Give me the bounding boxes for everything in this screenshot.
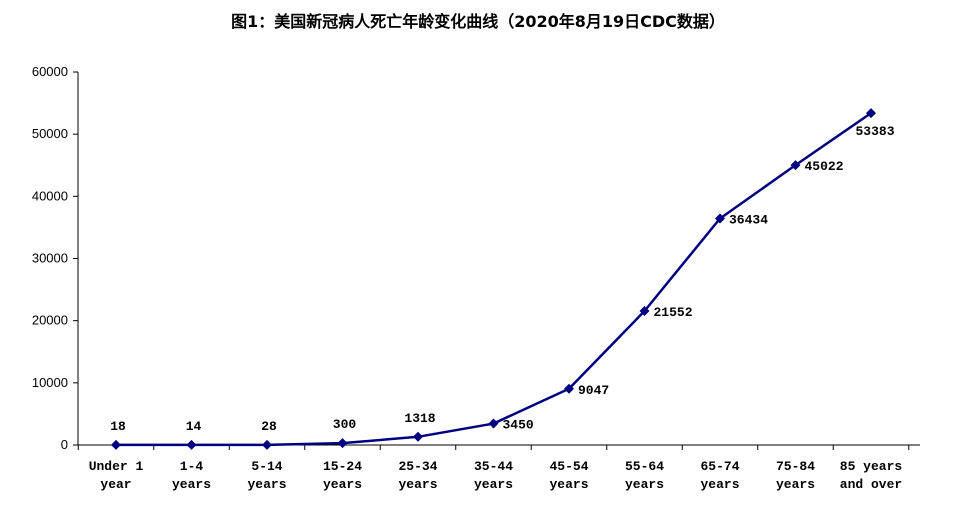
data-label: 1318 xyxy=(404,411,435,426)
data-point xyxy=(639,306,650,317)
y-tick-label: 20000 xyxy=(32,313,68,328)
data-point xyxy=(564,383,574,394)
x-tick-label: 75-84 xyxy=(776,459,815,474)
x-tick-label: 25-34 xyxy=(398,459,437,474)
y-tick-label: 0 xyxy=(61,437,68,452)
x-tick-label: years xyxy=(549,477,588,492)
x-tick-label: 15-24 xyxy=(323,459,362,474)
x-tick-label: 1-4 xyxy=(180,459,204,474)
data-point xyxy=(488,418,499,429)
data-label: 14 xyxy=(186,419,202,434)
data-point xyxy=(866,108,876,119)
x-tick-label: years xyxy=(776,477,815,492)
data-label: 36434 xyxy=(729,213,768,228)
chart-title: 图1：美国新冠病人死亡年龄变化曲线（2020年8月19日CDC数据） xyxy=(231,12,725,31)
series-line xyxy=(115,112,872,447)
y-tick-label: 10000 xyxy=(32,375,68,390)
y-tick-label: 40000 xyxy=(32,188,68,203)
x-tick-label: year xyxy=(100,477,131,492)
data-label: 300 xyxy=(333,417,357,432)
x-tick-label: Under 1 xyxy=(89,459,144,474)
x-tick-label: 35-44 xyxy=(474,459,513,474)
x-tick-label: 85 years xyxy=(840,459,903,474)
data-label: 45022 xyxy=(805,159,844,174)
x-tick-label: 65-74 xyxy=(700,459,739,474)
data-point xyxy=(262,439,272,450)
data-point xyxy=(413,431,423,442)
data-label: 21552 xyxy=(654,305,693,320)
data-label: 53383 xyxy=(855,124,894,139)
x-tick-label: years xyxy=(474,477,513,492)
data-point xyxy=(790,160,801,171)
x-tick-label: years xyxy=(172,477,211,492)
y-tick-label: 60000 xyxy=(32,64,68,79)
x-tick-label: 45-54 xyxy=(549,459,588,474)
data-label: 28 xyxy=(261,419,277,434)
x-tick-label: years xyxy=(323,477,362,492)
y-tick-label: 30000 xyxy=(32,251,68,266)
x-tick-label: years xyxy=(398,477,437,492)
x-tick-label: years xyxy=(625,477,664,492)
data-label: 18 xyxy=(110,419,126,434)
data-point xyxy=(337,438,348,449)
data-point xyxy=(186,439,197,450)
x-tick-label: 5-14 xyxy=(251,459,282,474)
x-tick-label: and over xyxy=(840,477,902,492)
data-label: 3450 xyxy=(503,418,534,433)
y-tick-label: 50000 xyxy=(32,126,68,141)
x-tick-label: years xyxy=(247,477,286,492)
data-point xyxy=(111,439,121,450)
data-point xyxy=(715,213,725,224)
data-label: 9047 xyxy=(578,383,609,398)
x-tick-label: 55-64 xyxy=(625,459,664,474)
x-tick-label: years xyxy=(700,477,739,492)
